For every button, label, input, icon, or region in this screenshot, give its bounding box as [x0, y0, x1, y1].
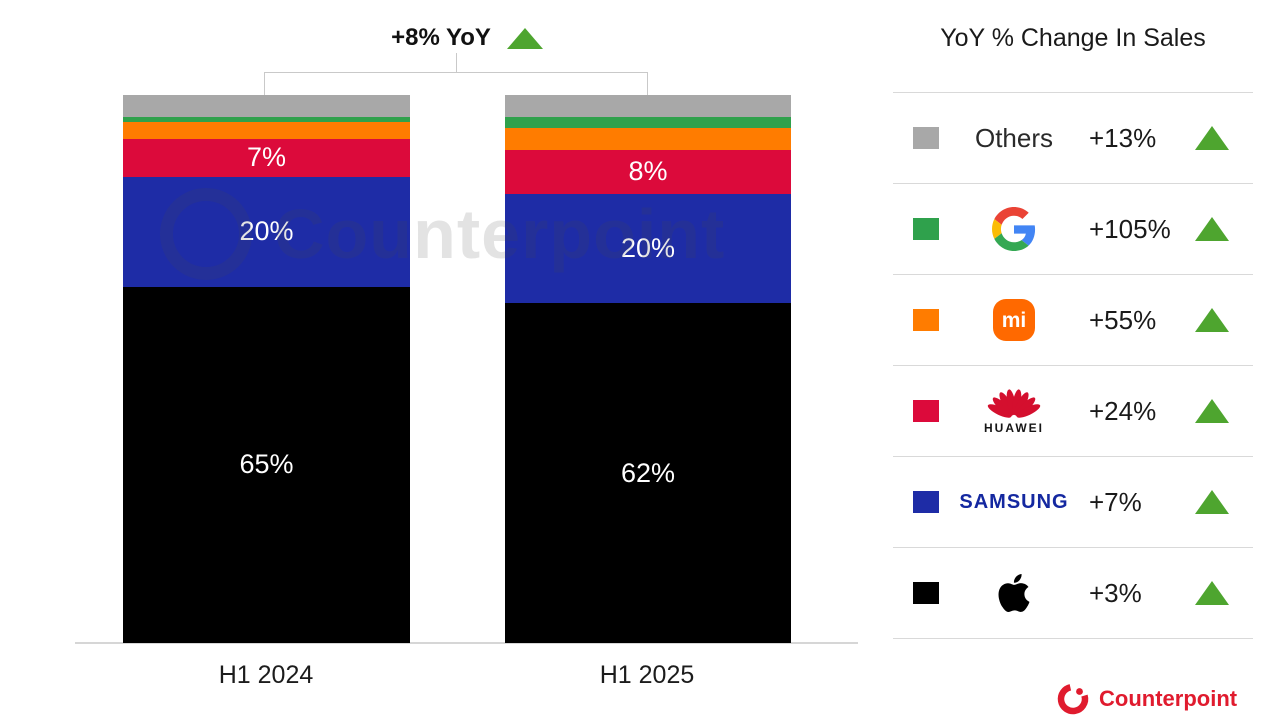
- bracket-right-drop-line: [647, 72, 648, 95]
- bracket-horizontal-line: [264, 72, 648, 73]
- bar-segment-others: [505, 95, 791, 117]
- legend-arrow-cell: [1184, 308, 1239, 332]
- bar-segment-huawei: 7%: [123, 138, 410, 178]
- segment-value-label: 8%: [628, 156, 668, 187]
- up-triangle-icon: [1194, 308, 1229, 332]
- legend-logo-cell: SAMSUNG: [939, 491, 1089, 514]
- counterpoint-c-icon: [1057, 683, 1089, 715]
- bracket-stem-line: [456, 53, 457, 73]
- legend-logo-cell: [939, 207, 1089, 251]
- legend-change-value: +7%: [1089, 486, 1142, 517]
- legend-arrow-cell: [1184, 490, 1239, 514]
- apple-logo-icon: [998, 574, 1030, 613]
- bar-segment-google: [123, 116, 410, 123]
- chart-title: +8% YoY: [307, 22, 627, 54]
- counterpoint-logo: Counterpoint: [1056, 682, 1237, 716]
- up-triangle-icon: [1194, 581, 1229, 605]
- bar-segment-xiaomi: [505, 127, 791, 150]
- legend-logo-cell: mi: [939, 299, 1089, 341]
- legend-row-huawei: HUAWEI +24%: [893, 366, 1253, 457]
- bar-segment-samsung: 20%: [123, 177, 410, 287]
- segment-value-label: 65%: [239, 449, 294, 480]
- segment-value-label: 20%: [620, 232, 676, 263]
- chart-title-text: +8% YoY: [391, 24, 491, 51]
- legend-swatch-xiaomi: [913, 309, 939, 331]
- bracket-left-drop-line: [264, 72, 265, 95]
- legend-change-value: +55%: [1089, 304, 1157, 335]
- legend-arrow-cell: [1184, 217, 1239, 241]
- up-triangle-icon: [1194, 399, 1229, 423]
- legend-row-samsung: SAMSUNG +7%: [893, 457, 1253, 548]
- bar-segment-others: [123, 95, 410, 117]
- legend: Others +13% +105% mi +55% HUAWEI +24% SAMSUNG +7…: [893, 92, 1253, 639]
- legend-logo-cell: Others: [939, 123, 1089, 154]
- others-label: Others: [974, 122, 1054, 153]
- legend-logo-cell: [939, 572, 1089, 614]
- segment-value-label: 20%: [239, 216, 294, 247]
- xiaomi-logo-icon: mi: [993, 299, 1035, 341]
- legend-change-value: +105%: [1089, 213, 1171, 244]
- legend-row-apple: +3%: [893, 548, 1253, 639]
- legend-swatch-google: [913, 218, 939, 240]
- samsung-wordmark: SAMSUNG: [959, 490, 1069, 513]
- segment-value-label: 7%: [246, 142, 287, 173]
- stacked-bar-h1-2025: 8% 20% 62%: [505, 95, 791, 643]
- bar-segment-samsung: 20%: [505, 193, 791, 304]
- legend-row-others: Others +13%: [893, 93, 1253, 184]
- legend-title: YoY % Change In Sales: [940, 24, 1206, 52]
- legend-change-value: +3%: [1089, 577, 1142, 608]
- google-logo-icon: [992, 207, 1036, 251]
- legend-row-google: +105%: [893, 184, 1253, 275]
- x-axis-line: [75, 642, 858, 644]
- legend-swatch-apple: [913, 582, 939, 604]
- bar-segment-xiaomi: [123, 122, 410, 139]
- segment-value-label: 62%: [620, 457, 676, 488]
- legend-arrow-cell: [1184, 581, 1239, 605]
- up-triangle-icon: [506, 27, 543, 49]
- legend-arrow-cell: [1184, 126, 1239, 150]
- x-axis-label-h1-2024: H1 2024: [218, 661, 314, 689]
- up-triangle-icon: [1194, 217, 1229, 241]
- huawei-wordmark: HUAWEI: [984, 421, 1044, 435]
- bar-segment-huawei: 8%: [505, 149, 791, 194]
- bar-segment-apple: 65%: [123, 286, 410, 643]
- legend-change-value: +24%: [1089, 395, 1157, 426]
- legend-logo-cell: HUAWEI: [939, 387, 1089, 435]
- legend-row-xiaomi: mi +55%: [893, 275, 1253, 366]
- legend-change-value: +13%: [1089, 122, 1157, 153]
- legend-swatch-samsung: [913, 491, 939, 513]
- x-axis-label-h1-2025: H1 2025: [599, 661, 695, 689]
- huawei-logo-icon: [987, 389, 1041, 418]
- legend-swatch-others: [913, 127, 939, 149]
- legend-arrow-cell: [1184, 399, 1239, 423]
- legend-swatch-huawei: [913, 400, 939, 422]
- stacked-bar-h1-2024: 7% 20% 65%: [123, 95, 410, 643]
- up-triangle-icon: [1194, 490, 1229, 514]
- counterpoint-wordmark: Counterpoint: [1099, 686, 1238, 711]
- bar-segment-google: [505, 116, 791, 128]
- bar-segment-apple: 62%: [505, 303, 791, 643]
- up-triangle-icon: [1194, 126, 1229, 150]
